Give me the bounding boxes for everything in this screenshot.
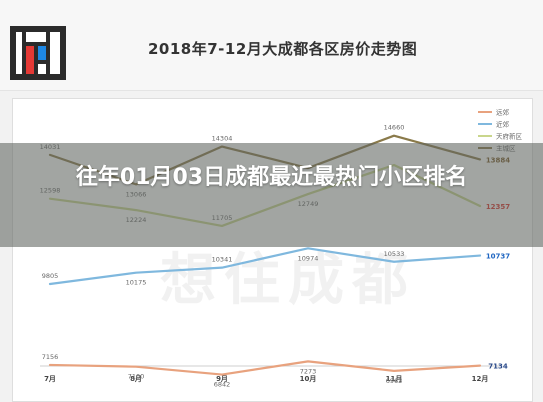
x-tick-label: 10月 — [300, 375, 317, 383]
watermark-text: 想住成都 — [160, 248, 416, 313]
data-label: 9805 — [42, 272, 59, 280]
logo-icon — [10, 26, 66, 80]
data-label: 14304 — [212, 135, 233, 143]
series-line-0 — [48, 360, 482, 376]
data-label: 10175 — [126, 279, 147, 287]
data-label: 10974 — [298, 254, 319, 262]
data-label: 14660 — [384, 124, 405, 132]
data-label: 10341 — [212, 256, 233, 264]
series-line-1 — [48, 247, 482, 286]
x-tick-label: 11月 — [386, 375, 403, 383]
data-label: 6963 — [386, 377, 403, 385]
data-label: 6842 — [214, 381, 231, 389]
x-tick-label: 9月 — [216, 375, 228, 383]
legend-entry: 天府新区 — [496, 132, 523, 141]
x-tick-label: 7月 — [44, 375, 56, 383]
data-label: 10533 — [384, 250, 405, 258]
banner-title: 往年01月03日成都最近最热门小区排名 — [75, 165, 468, 190]
legend-entry: 远郊 — [496, 108, 510, 117]
x-tick-label: 8月 — [130, 375, 142, 383]
data-label: 7134 — [488, 363, 508, 371]
chart-title: 2018年7-12月大成都各区房价走势图 — [148, 40, 418, 58]
data-label: 10737 — [486, 253, 510, 261]
data-label: 7273 — [300, 367, 317, 375]
data-label: 7156 — [42, 353, 59, 361]
legend-entry: 近郊 — [496, 120, 510, 129]
data-label: 7100 — [128, 373, 145, 381]
title-banner — [0, 143, 543, 247]
x-tick-label: 12月 — [472, 375, 489, 383]
header-bar: 2018年7-12月大成都各区房价走势图 — [0, 0, 543, 91]
